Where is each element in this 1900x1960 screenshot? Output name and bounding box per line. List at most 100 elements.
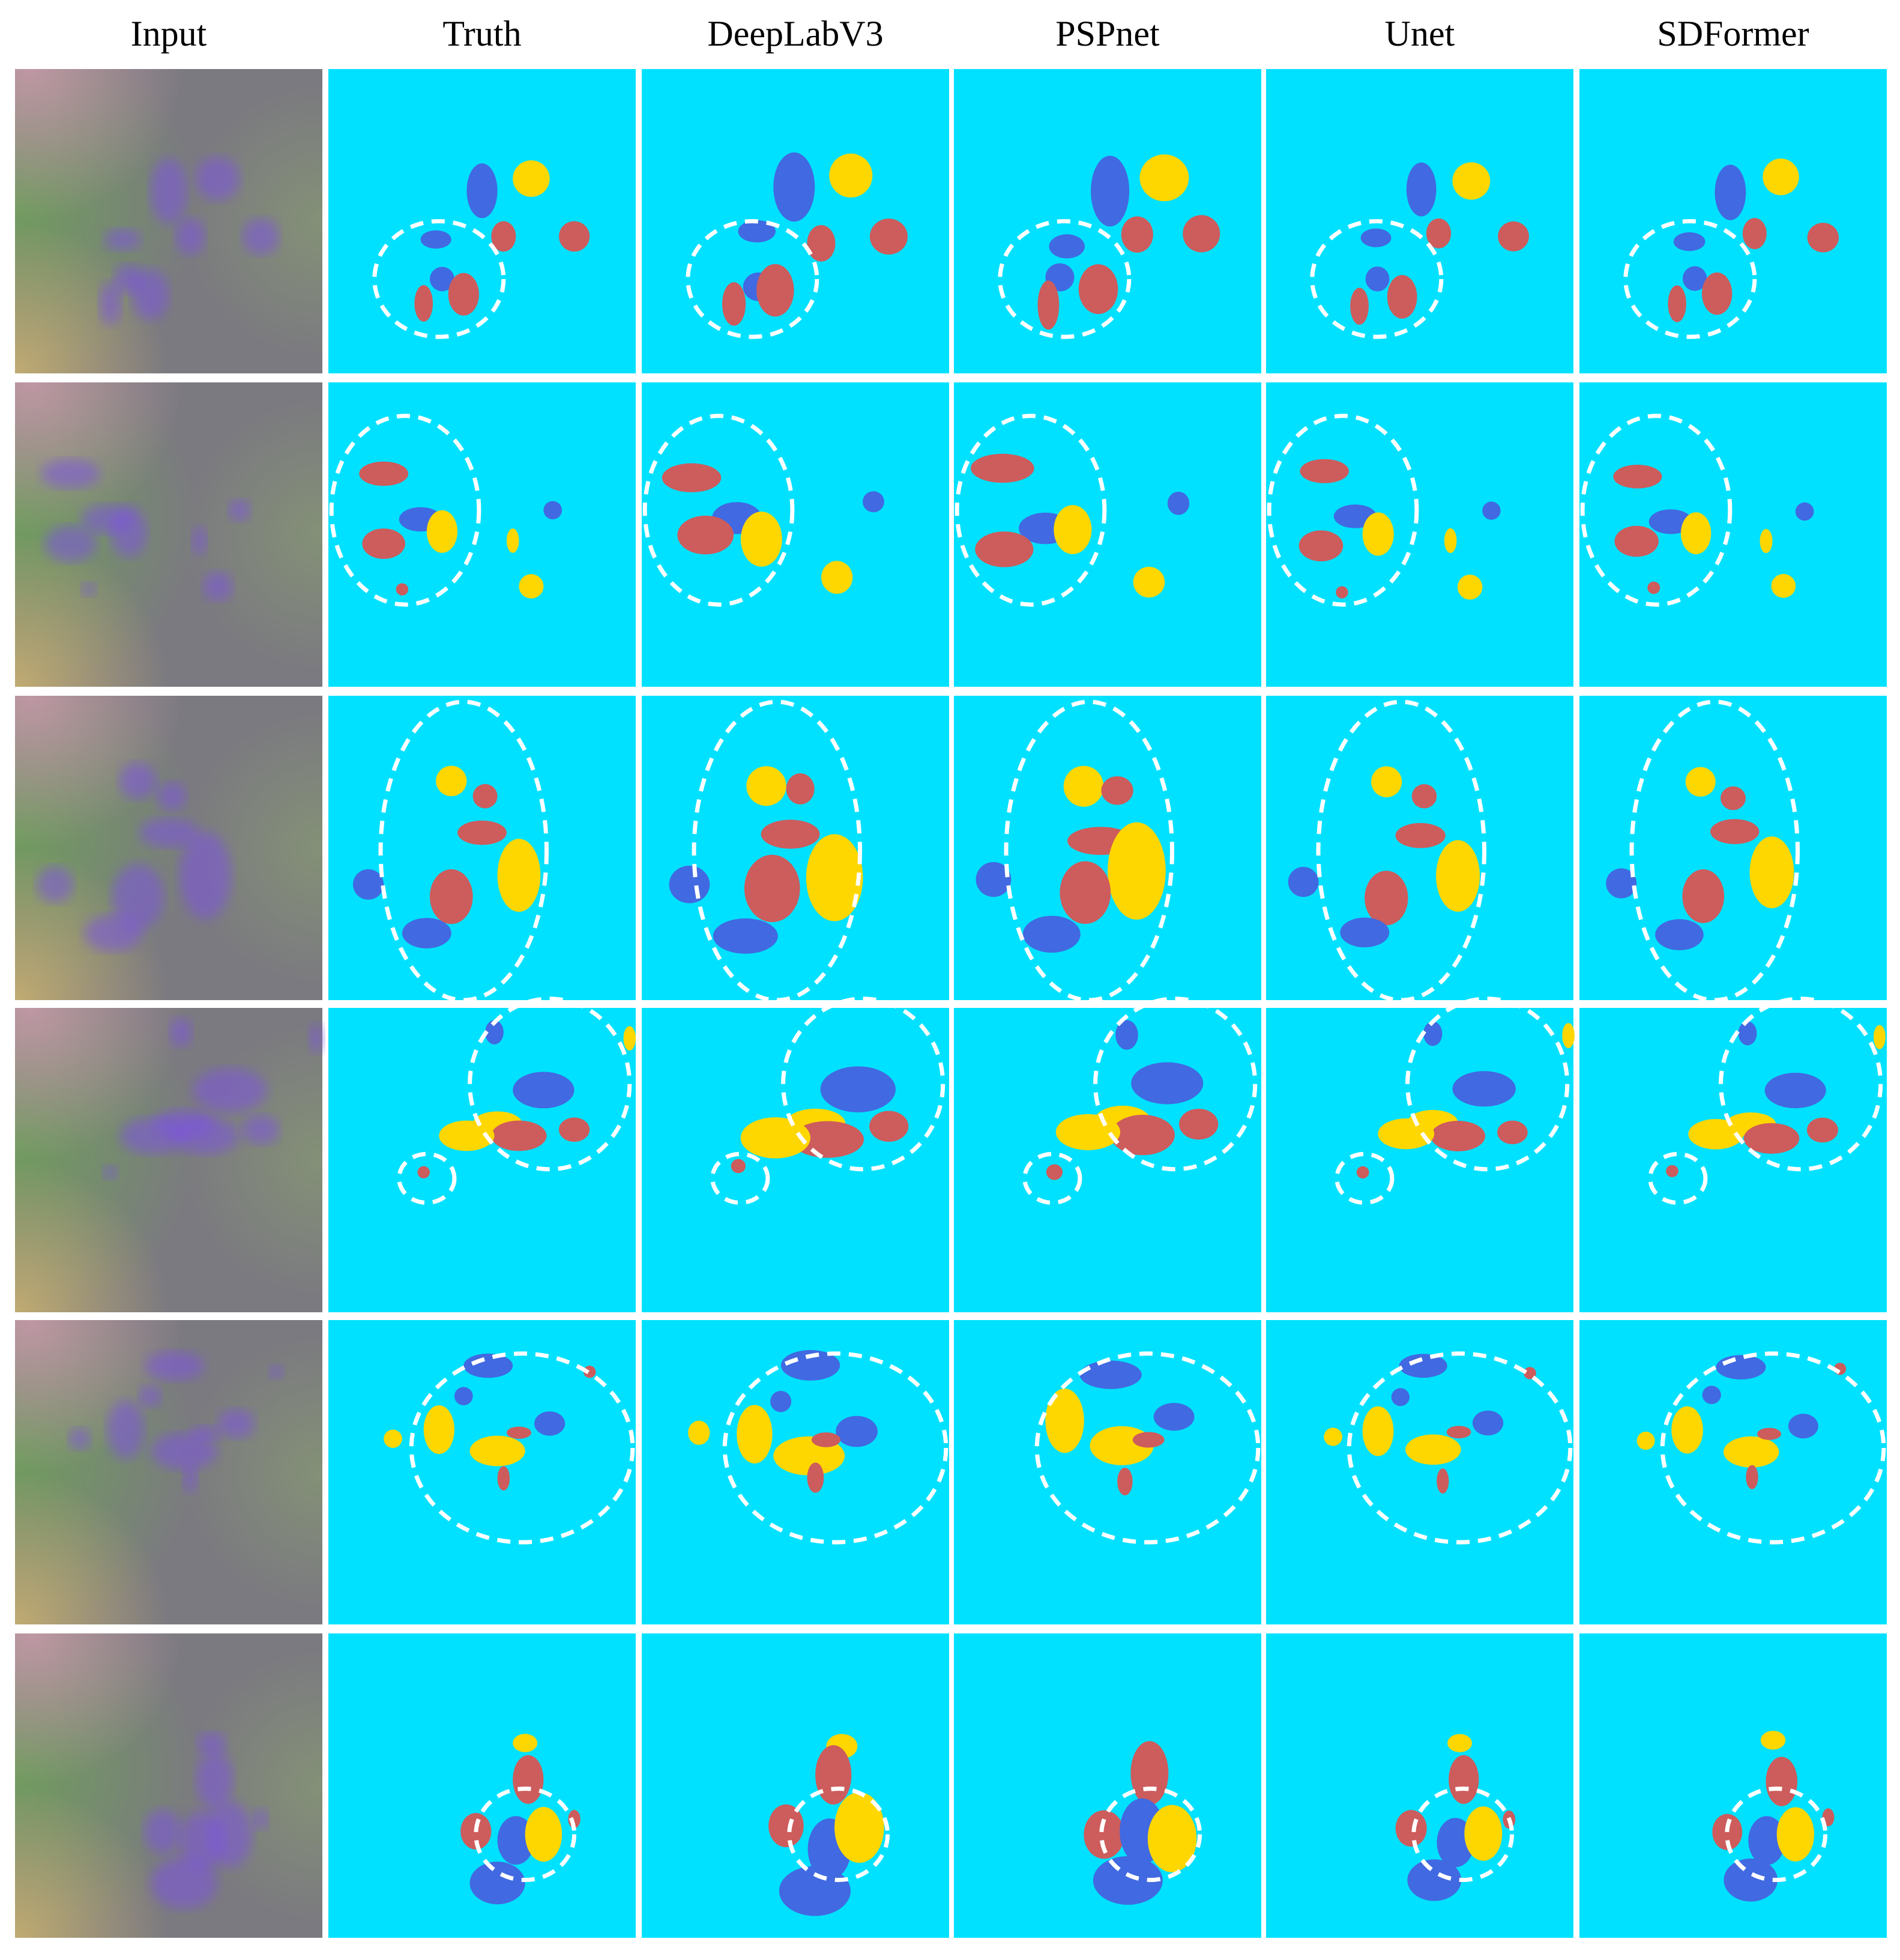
- segment-region: [1431, 1121, 1486, 1151]
- highlight-circle: [1335, 1151, 1395, 1205]
- segment-region: [1636, 1431, 1655, 1450]
- input-feature: [120, 1117, 187, 1154]
- segment-region: [1063, 765, 1104, 807]
- segment-region: [1371, 766, 1402, 798]
- input-feature: [197, 1732, 227, 1754]
- segment-region: [1079, 1360, 1142, 1389]
- segment-region: [1340, 917, 1390, 948]
- segment-region: [359, 461, 409, 486]
- segment-region: [1091, 155, 1130, 227]
- input-feature: [217, 1409, 255, 1438]
- segment-region: [1760, 529, 1773, 553]
- input-feature: [268, 1364, 284, 1380]
- highlight-circle: [998, 219, 1132, 339]
- segment-region: [1130, 1741, 1169, 1806]
- segment-region: [1055, 1114, 1121, 1150]
- segment-region: [1666, 1165, 1678, 1177]
- segment-region: [1702, 1386, 1721, 1404]
- segment-region: [497, 1816, 535, 1865]
- segment-region: [1673, 232, 1705, 252]
- segment-region: [1668, 285, 1686, 322]
- input-feature: [144, 1809, 181, 1854]
- input-feature: [139, 1385, 161, 1408]
- segment-region: [583, 1366, 596, 1378]
- segment-region: [384, 1429, 402, 1448]
- highlight-circle: [1099, 1787, 1202, 1883]
- segment-region: [1688, 1119, 1744, 1150]
- segment-region: [1411, 784, 1437, 809]
- segmentation-background: [1266, 69, 1573, 373]
- input-feature: [157, 781, 187, 811]
- segment-region: [1054, 505, 1092, 555]
- segment-region: [975, 531, 1034, 567]
- column-header: PSPnet: [1055, 14, 1160, 53]
- segment-region: [1763, 158, 1799, 196]
- segment-region: [491, 221, 516, 252]
- input-feature: [139, 818, 199, 848]
- input-feature: [170, 1018, 192, 1047]
- segment-region: [688, 1420, 710, 1445]
- segment-region: [713, 918, 778, 954]
- segment-region: [1167, 492, 1190, 515]
- highlight-circle: [1267, 414, 1419, 607]
- segment-region: [513, 1072, 575, 1109]
- highlight-circle: [1316, 699, 1487, 1003]
- segment-region: [779, 1866, 851, 1916]
- segment-region: [1183, 215, 1220, 253]
- segment-region: [1721, 786, 1746, 810]
- segment-region: [1749, 836, 1794, 908]
- segment-region: [1387, 275, 1417, 319]
- segment-region: [1771, 574, 1796, 598]
- segment-region: [773, 152, 815, 222]
- segment-region: [1444, 528, 1457, 553]
- segment-region: [737, 1405, 773, 1464]
- segment-region: [1350, 288, 1369, 325]
- segment-region: [1680, 512, 1712, 555]
- segment-region: [525, 1806, 562, 1862]
- input-feature: [110, 505, 148, 558]
- segment-region: [436, 765, 467, 797]
- segment-region: [1447, 1734, 1473, 1752]
- segment-region: [1436, 840, 1480, 912]
- input-feature: [44, 525, 97, 562]
- segment-region: [1738, 1021, 1757, 1046]
- segment-region: [623, 1026, 636, 1051]
- input-feature: [103, 1165, 118, 1180]
- segment-region: [463, 1353, 513, 1378]
- segment-region: [1655, 919, 1704, 950]
- input-feature: [309, 1024, 324, 1054]
- segment-region: [662, 463, 722, 493]
- input-feature: [131, 268, 169, 320]
- highlight-circle: [1719, 997, 1883, 1172]
- segment-region: [1524, 1367, 1536, 1380]
- segment-region: [426, 510, 458, 553]
- segment-region: [786, 773, 815, 805]
- segment-region: [1497, 1120, 1528, 1145]
- segment-region: [1702, 272, 1733, 315]
- segment-region: [448, 273, 479, 316]
- segment-region: [543, 501, 562, 520]
- segment-region: [1049, 234, 1085, 259]
- segment-region: [971, 453, 1034, 483]
- input-feature: [83, 915, 143, 951]
- segment-region: [469, 1862, 525, 1905]
- segment-region: [519, 574, 544, 599]
- segment-region: [1423, 1021, 1443, 1046]
- highlight-circle: [1660, 1351, 1886, 1545]
- input-feature: [68, 1428, 91, 1450]
- highlight-circle: [409, 1351, 635, 1545]
- segment-region: [1760, 1731, 1786, 1750]
- segment-region: [457, 820, 507, 845]
- segment-region: [1115, 1020, 1138, 1050]
- highlight-circle: [1648, 1151, 1708, 1205]
- segment-region: [1179, 1108, 1219, 1140]
- segment-region: [559, 221, 590, 252]
- input-feature: [151, 1432, 217, 1470]
- segment-region: [1300, 459, 1349, 483]
- input-feature: [145, 1351, 205, 1381]
- segment-region: [761, 819, 820, 849]
- segment-region: [869, 1111, 909, 1142]
- segment-region: [976, 861, 1012, 897]
- segment-region: [1117, 1467, 1133, 1496]
